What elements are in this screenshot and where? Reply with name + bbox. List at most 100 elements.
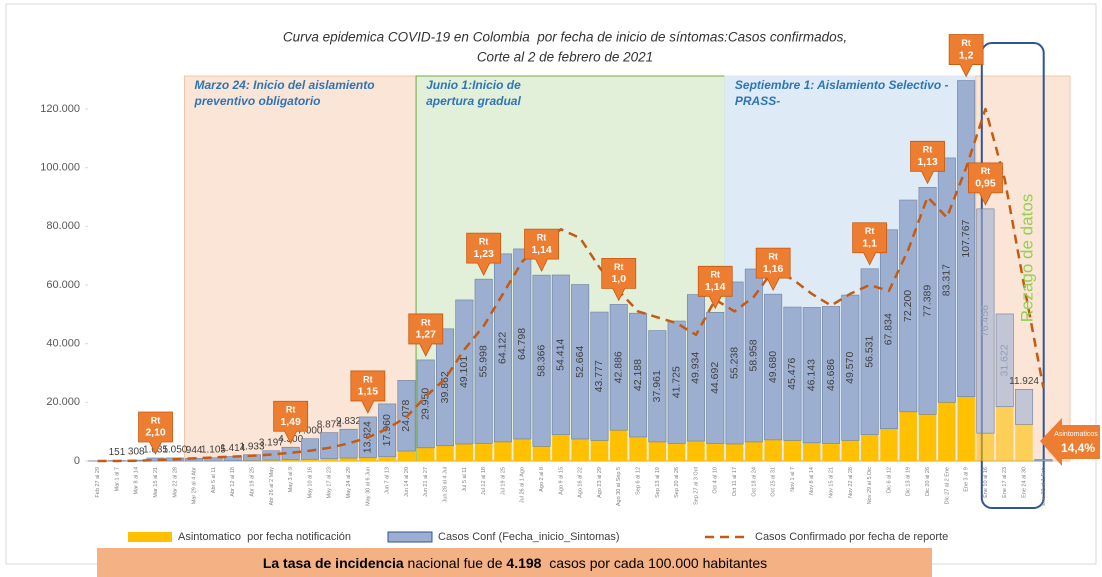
- bar-value-label: 67.834: [883, 313, 895, 345]
- bar-value-label: 46.686: [825, 359, 837, 391]
- bar-value-label: 77.389: [921, 285, 933, 317]
- bar-value-label: 58.366: [535, 345, 547, 377]
- bar-segment: [744, 268, 763, 443]
- x-tick-label: Mar 29 al 4 Abr: [192, 467, 198, 504]
- rt-callout: [948, 34, 984, 78]
- x-tick-label: Jun 28 al 4 Jul: [443, 467, 449, 502]
- bar-segment: [899, 411, 917, 461]
- bar-segment: [783, 440, 802, 461]
- rt-callout: [350, 370, 386, 414]
- x-tick-label: Jul 5 al 11: [462, 467, 468, 492]
- bar-value-label: 64.798: [516, 328, 528, 360]
- bar-value-label: 39.862: [439, 371, 451, 403]
- bar-segment: [1015, 389, 1034, 425]
- bar-value-label: 64.122: [497, 332, 509, 364]
- bar-segment: [822, 443, 840, 461]
- rt-callout-label: Rt: [768, 252, 778, 262]
- bar-value-label: 37.961: [651, 370, 663, 402]
- x-tick-label: Ene 17 al 23: [1002, 467, 1008, 498]
- bar-segment: [339, 428, 358, 459]
- x-tick-label: Dic 27 al 2 Ene: [944, 467, 950, 504]
- x-tick-label: Sep 20 al 26: [674, 467, 680, 498]
- region-annotation: apertura gradual: [426, 94, 521, 108]
- bar-segment: [262, 460, 281, 461]
- bar-segment: [532, 446, 551, 461]
- bar-segment: [822, 306, 841, 444]
- rt-callout-value: 1,15: [358, 386, 379, 398]
- x-tick-label: Nov 8 al 14: [809, 467, 815, 495]
- x-tick-label: Ago 2 al 8: [539, 467, 545, 492]
- bar-segment: [474, 443, 493, 461]
- bar-value-label: 45.476: [786, 358, 798, 390]
- x-tick-label: Jul 19 al 25: [500, 467, 506, 495]
- bar-segment: [860, 434, 879, 461]
- bar-segment: [571, 284, 590, 440]
- bar-segment: [841, 440, 860, 461]
- banner-segment: casos por cada 100.000 habitantes: [541, 555, 767, 571]
- rt-callout-value: 1,49: [280, 416, 301, 428]
- bar-segment: [320, 458, 338, 461]
- bar-segment: [648, 330, 667, 443]
- bar-segment: [378, 456, 396, 461]
- bar-segment: [725, 281, 744, 445]
- bar-value-label: 8.874: [317, 419, 342, 430]
- bar-segment: [745, 441, 763, 461]
- banner: [97, 548, 932, 577]
- region-annotation: Marzo 24: Inicio del aislamiento: [195, 78, 375, 92]
- x-tick-label: Mar 15 al 21: [153, 467, 159, 498]
- bar-value-label: 49.570: [844, 352, 856, 384]
- x-tick-label: Abr 12 al 18: [230, 467, 236, 497]
- banner-segment: 4.198: [506, 555, 541, 571]
- bar-segment: [590, 311, 609, 441]
- bar-segment: [706, 312, 725, 444]
- bar-segment: [918, 187, 937, 415]
- bar-value-label: 11.924: [1009, 376, 1039, 387]
- bar-segment: [300, 438, 319, 460]
- rt-callout-value: 1,0: [611, 273, 626, 285]
- x-tick-label: Ago 16 al 22: [578, 467, 584, 498]
- rt-callout-label: Rt: [614, 262, 624, 272]
- y-tick-label: 60.000: [46, 279, 80, 291]
- x-tick-label: Ene 24 al 30: [1022, 467, 1028, 498]
- x-tick-label: Feb 27 al 29: [95, 467, 101, 498]
- bar-segment: [513, 248, 532, 440]
- bar-segment: [551, 274, 570, 435]
- bar-segment: [686, 294, 705, 442]
- rt-callout: [852, 222, 888, 266]
- x-tick-label: Oct 11 al 17: [732, 467, 738, 496]
- x-tick-label: Nov 15 al 21: [829, 467, 835, 498]
- bar-segment: [957, 396, 975, 461]
- x-tick-label: Mar 1 al 7: [114, 467, 120, 491]
- bar-value-label: 42.188: [632, 359, 644, 391]
- x-tick-label: Dic 13 al 19: [906, 467, 912, 496]
- x-tick-label: Ago 9 al 15: [558, 467, 564, 495]
- x-tick-label: Nov 29 al 5 Dic: [867, 467, 873, 505]
- bar-segment: [706, 443, 724, 461]
- bar-value-label: 1.050: [162, 445, 187, 456]
- bar-value-label: 107.767: [960, 219, 972, 257]
- x-tick-label: May 3 al 9: [288, 467, 294, 492]
- x-tick-label: Jul 26 al 1 Ago: [520, 467, 526, 503]
- region-annotation: PRASS-: [735, 94, 780, 108]
- asymptomatic-arrow: [1040, 418, 1100, 466]
- rt-callout-value: 1,14: [705, 281, 726, 293]
- x-tick-label: Dic 20 al 26: [925, 467, 931, 496]
- rt-callout: [755, 247, 791, 292]
- bar-value-label: 49.934: [690, 352, 702, 384]
- bar-segment: [725, 443, 744, 461]
- bar-segment: [938, 402, 956, 461]
- rt-callout-value: 1,13: [917, 156, 938, 168]
- x-tick-label: Jul 12 al 18: [481, 467, 487, 495]
- rt-callout-label: Rt: [711, 270, 721, 280]
- bar-segment: [629, 436, 647, 461]
- x-tick-label: Sep 13 al 19: [655, 467, 661, 498]
- chart-title: Curva epidemica COVID-19 en Colombia por…: [283, 30, 847, 45]
- bar-segment: [359, 457, 377, 461]
- x-tick-label: Abr 5 al 11: [211, 467, 217, 493]
- bar-segment: [803, 442, 821, 461]
- bar-value-label: 55.998: [477, 345, 489, 377]
- bar-segment: [436, 445, 454, 461]
- bar-value-label: 3.197: [259, 437, 284, 448]
- bar-value-label: 72.200: [902, 290, 914, 322]
- region-annotation: Septiembre 1: Aislamiento Selectivo -: [735, 78, 949, 92]
